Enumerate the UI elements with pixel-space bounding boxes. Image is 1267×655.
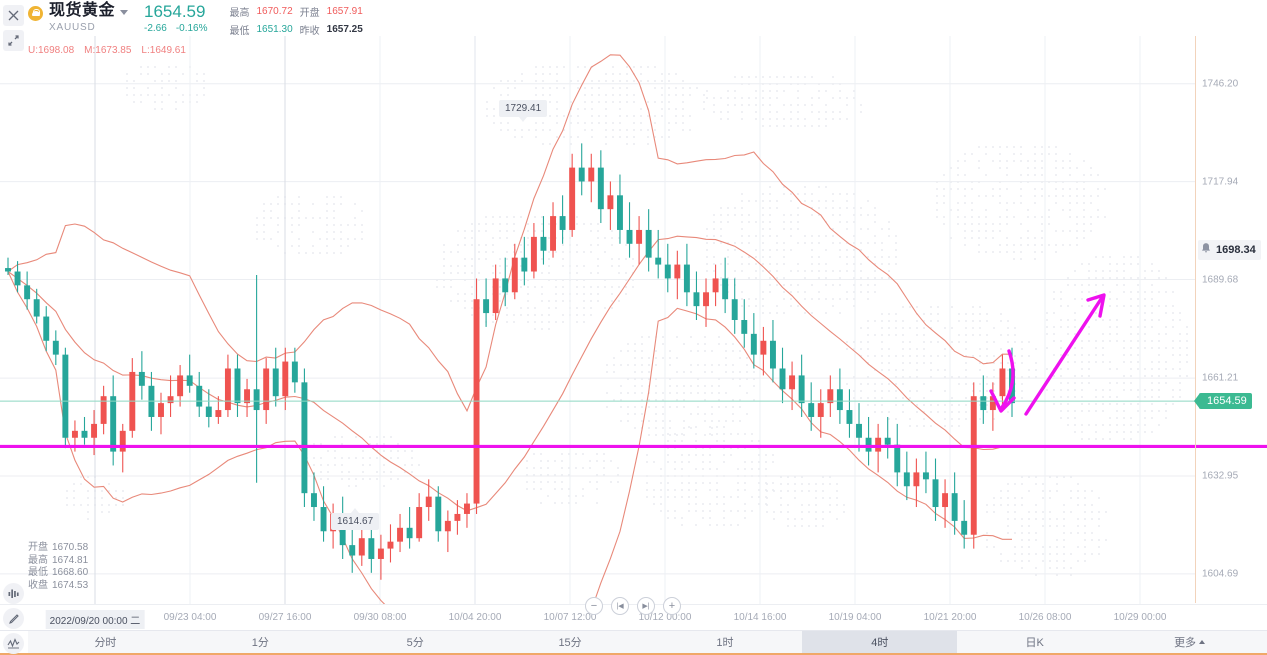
- time-axis-tick: 2022/09/20 00:00 二: [46, 610, 145, 629]
- timeframe-label: 1时: [716, 634, 733, 650]
- ohlc-high-label: 最高: [28, 555, 48, 566]
- price-axis-tick: 1689.68: [1202, 274, 1238, 285]
- time-axis-tick: 10/04 20:00: [449, 612, 502, 623]
- indicator-wave-icon[interactable]: [3, 633, 24, 654]
- current-price-tag: 1654.59: [1199, 393, 1252, 409]
- timeframe-label: 1分: [252, 634, 269, 650]
- chevron-up-icon: [1199, 640, 1205, 644]
- stat-label-high: 最高: [230, 4, 250, 19]
- chevron-down-icon[interactable]: [120, 10, 128, 15]
- stat-value-high: 1670.72: [257, 6, 293, 17]
- timeframe-label: 更多: [1174, 634, 1196, 650]
- ohlc-low-label: 最低: [28, 567, 48, 578]
- price-axis-tick: 1746.20: [1202, 78, 1238, 89]
- stat-label-open: 开盘: [300, 4, 320, 19]
- ohlc-close-value: 1674.53: [52, 580, 88, 591]
- close-icon[interactable]: [3, 5, 24, 26]
- time-axis-tick: 09/23 04:00: [164, 612, 217, 623]
- timeframe-tab-7[interactable]: 更多: [1112, 631, 1267, 653]
- timeframe-list[interactable]: 分时 1分 5分 15分 1时 4时 日K 更多: [28, 631, 1267, 653]
- zoom-in-button[interactable]: +: [663, 597, 681, 615]
- support-line-axis-marker: [1196, 445, 1267, 448]
- timeframe-tab-4[interactable]: 1时: [648, 631, 803, 653]
- bollinger-legend: U:1698.08 M:1673.85 L:1649.61: [28, 45, 186, 56]
- expand-icon[interactable]: [3, 30, 24, 51]
- time-axis-tick: 10/21 20:00: [924, 612, 977, 623]
- alert-price: 1698.34: [1216, 244, 1256, 256]
- boll-upper-value: U:1698.08: [28, 45, 74, 56]
- stat-value-prevclose: 1657.25: [327, 24, 363, 35]
- ohlc-open-value: 1670.58: [52, 542, 88, 553]
- ohlc-open-label: 开盘: [28, 542, 48, 553]
- symbol-code: XAUUSD: [49, 22, 128, 33]
- time-axis-tick: 09/27 16:00: [259, 612, 312, 623]
- price-axis-tick: 1604.69: [1202, 568, 1238, 579]
- price-axis[interactable]: 1746.20 1717.94 1689.68 1661.21 1632.95 1604.…: [1195, 36, 1267, 603]
- time-axis-tick: 10/14 16:00: [734, 612, 787, 623]
- change-absolute: -2.66: [144, 23, 167, 34]
- time-axis-tick: 10/29 00:00: [1114, 612, 1167, 623]
- bell-icon: [1200, 241, 1212, 259]
- time-axis-tick: 10/26 08:00: [1019, 612, 1072, 623]
- boll-lower-value: L:1649.61: [141, 45, 186, 56]
- gold-coin-icon: [28, 6, 43, 21]
- last-price: 1654.59: [144, 2, 207, 21]
- scroll-to-end-button[interactable]: ▶|: [637, 597, 655, 615]
- price-axis-tick: 1717.94: [1202, 176, 1238, 187]
- price-axis-tick: 1632.95: [1202, 471, 1238, 482]
- ohlc-high-row: 最高 1674.81: [28, 555, 88, 568]
- stat-label-prevclose: 昨收: [300, 22, 320, 37]
- price-axis-tick: 1661.21: [1202, 373, 1238, 384]
- ohlc-high-value: 1674.81: [52, 555, 88, 566]
- trading-chart-app: 现货黄金 XAUUSD 1654.59 -2.66 -0.16% 最高 1670…: [0, 0, 1267, 655]
- stat-value-low: 1651.30: [257, 24, 293, 35]
- stat-label-low: 最低: [230, 22, 250, 37]
- symbol-names: 现货黄金 XAUUSD: [49, 2, 128, 33]
- stat-value-open: 1657.91: [327, 6, 363, 17]
- volume-bars-icon[interactable]: [3, 583, 24, 604]
- timeframe-label: 4时: [871, 634, 888, 650]
- chart-nav-buttons[interactable]: − |◀ ▶| +: [585, 597, 681, 615]
- symbol-selector[interactable]: 现货黄金 XAUUSD: [28, 2, 128, 33]
- swing-high-label: 1729.41: [499, 100, 547, 117]
- session-stats: 最高 1670.72 开盘 1657.91 最低 1651.30 昨收 1657…: [230, 2, 363, 37]
- ohlc-low-value: 1668.60: [52, 567, 88, 578]
- scroll-to-start-button[interactable]: |◀: [611, 597, 629, 615]
- timeframe-tab-1[interactable]: 1分: [183, 631, 338, 653]
- timeframe-label: 分时: [94, 634, 116, 650]
- zoom-out-button[interactable]: −: [585, 597, 603, 615]
- timeframe-tab-5[interactable]: 4时: [802, 631, 957, 653]
- ohlc-tooltip: 开盘 1670.58 最高 1674.81 最低 1668.60 收盘 1674.53: [28, 542, 88, 592]
- timeframe-bar[interactable]: 分时 1分 5分 15分 1时 4时 日K 更多: [0, 630, 1267, 655]
- ohlc-close-label: 收盘: [28, 580, 48, 591]
- boll-middle-value: M:1673.85: [84, 45, 131, 56]
- timeframe-label: 5分: [407, 634, 424, 650]
- symbol-name: 现货黄金: [49, 2, 115, 20]
- timeframe-tab-6[interactable]: 日K: [957, 631, 1112, 653]
- timeframe-tab-0[interactable]: 分时: [28, 631, 183, 653]
- ohlc-low-row: 最低 1668.60: [28, 567, 88, 580]
- swing-low-label: 1614.67: [331, 513, 379, 530]
- timeframe-label: 15分: [558, 634, 581, 650]
- price-alert-marker[interactable]: 1698.34: [1198, 240, 1261, 260]
- ohlc-open-row: 开盘 1670.58: [28, 542, 88, 555]
- timeframe-tab-2[interactable]: 5分: [338, 631, 493, 653]
- chart-header: 现货黄金 XAUUSD 1654.59 -2.66 -0.16% 最高 1670…: [0, 0, 1267, 36]
- pencil-draw-icon[interactable]: [3, 608, 24, 629]
- time-axis-tick: 09/30 08:00: [354, 612, 407, 623]
- ohlc-close-row: 收盘 1674.53: [28, 580, 88, 593]
- change-percent: -0.16%: [176, 23, 208, 34]
- timeframe-tab-3[interactable]: 15分: [493, 631, 648, 653]
- price-block: 1654.59 -2.66 -0.16%: [144, 2, 207, 34]
- timeframe-label: 日K: [1026, 634, 1044, 650]
- chart-canvas[interactable]: [0, 0, 1267, 655]
- time-axis-tick: 10/19 04:00: [829, 612, 882, 623]
